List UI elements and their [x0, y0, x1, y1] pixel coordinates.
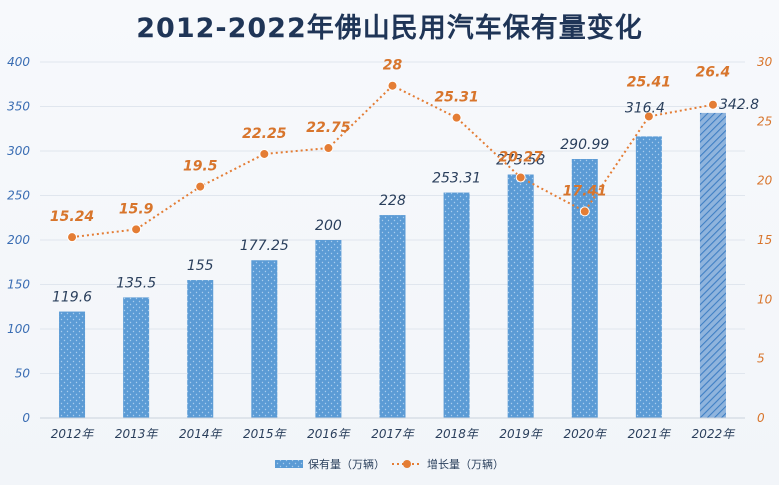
- x-tick-label: 2012年: [51, 427, 96, 441]
- chart-title: 2012-2022年佛山民用汽车保有量变化: [136, 13, 643, 44]
- labels-layer: 119.6 135.5 155 177.25 200 228 253.31 273.58 290…: [50, 58, 759, 306]
- legend-layer: 保有量（万辆） 增长量（万辆）: [275, 457, 504, 471]
- line-point: [451, 112, 462, 123]
- legend-swatch-point: [403, 460, 411, 468]
- bar-value-label: 200: [315, 218, 342, 234]
- line-value-label: 15.9: [119, 201, 154, 217]
- y-right-tick-label: 5: [757, 352, 765, 366]
- axes-layer: 0 50 100 150 200 250 300 350 400 0 5 10 15 20 25 30 2012…: [7, 55, 773, 441]
- y-left-tick-label: 100: [7, 322, 30, 336]
- legend-swatch-bar: [275, 460, 303, 468]
- line-value-label: 25.31: [434, 90, 478, 106]
- line-value-label: 20.27: [499, 149, 544, 165]
- line-series: [71, 84, 714, 239]
- bar-value-label: 177.25: [240, 238, 289, 254]
- x-tick-label: 2018年: [435, 427, 480, 441]
- x-tick-label: 2022年: [692, 427, 737, 441]
- line-point: [67, 232, 78, 243]
- bar: [635, 136, 662, 419]
- bar-value-label: 342.8: [719, 97, 759, 113]
- line-value-label: 26.4: [696, 65, 731, 81]
- y-left-tick-label: 0: [22, 411, 30, 425]
- bar: [507, 174, 534, 418]
- bar-value-label: 290.99: [560, 137, 609, 153]
- line-value-label: 28: [383, 58, 403, 74]
- line-value-label: 15.24: [50, 209, 94, 225]
- line-value-label: 25.41: [627, 74, 671, 90]
- line-point: [323, 143, 334, 154]
- line-point: [707, 99, 718, 110]
- line-value-label: 19.5: [183, 159, 218, 175]
- line-point: [131, 224, 142, 235]
- x-tick-label: 2016年: [307, 427, 352, 441]
- bars-layer: [59, 112, 726, 419]
- x-tick-label: 2013年: [115, 427, 160, 441]
- bar-value-label: 135.5: [116, 275, 156, 291]
- x-tick-label: 2017年: [371, 427, 416, 441]
- y-right-tick-label: 10: [757, 292, 773, 306]
- bar: [187, 280, 214, 418]
- legend-label-line: 增长量（万辆）: [427, 457, 504, 471]
- bar: [315, 240, 342, 418]
- line-point: [387, 80, 398, 91]
- y-left-tick-label: 250: [7, 189, 30, 203]
- line-point: [195, 181, 206, 192]
- x-tick-label: 2019年: [499, 427, 544, 441]
- bar: [379, 215, 406, 418]
- line-point: [643, 111, 654, 122]
- line-layer: [67, 80, 718, 243]
- bar: [699, 112, 726, 419]
- bar-value-label: 155: [187, 258, 214, 274]
- line-point: [579, 206, 590, 217]
- y-right-tick-label: 25: [757, 114, 772, 128]
- y-left-tick-label: 350: [7, 100, 30, 114]
- line-value-label: 22.25: [242, 126, 287, 142]
- x-tick-label: 2021年: [628, 427, 673, 441]
- y-left-tick-label: 50: [15, 367, 31, 381]
- bar-value-label: 273.58: [496, 153, 545, 169]
- legend-label-bar: 保有量（万辆）: [308, 457, 385, 471]
- bar: [251, 260, 278, 418]
- x-tick-label: 2020年: [563, 427, 608, 441]
- bar-value-label: 253.31: [432, 171, 481, 187]
- line-point: [515, 172, 526, 183]
- bar: [59, 311, 86, 418]
- x-tick-label: 2014年: [179, 427, 224, 441]
- bar: [571, 159, 598, 418]
- bar-value-label: 228: [379, 193, 406, 209]
- y-right-tick-label: 20: [757, 174, 773, 188]
- bar-value-label: 119.6: [52, 290, 92, 306]
- line-value-label: 17.41: [563, 183, 607, 199]
- y-left-tick-label: 300: [7, 144, 30, 158]
- y-right-tick-label: 15: [757, 233, 772, 247]
- bar: [123, 297, 150, 418]
- y-left-tick-label: 200: [7, 233, 30, 247]
- y-right-tick-label: 0: [757, 411, 765, 425]
- y-right-tick-label: 30: [757, 55, 773, 69]
- y-left-tick-label: 400: [7, 55, 30, 69]
- x-tick-label: 2015年: [243, 427, 288, 441]
- bar: [443, 192, 470, 418]
- line-value-label: 22.75: [306, 120, 351, 136]
- line-point: [259, 148, 270, 159]
- y-left-tick-label: 150: [7, 278, 30, 292]
- bar-value-label: 316.4: [625, 100, 665, 116]
